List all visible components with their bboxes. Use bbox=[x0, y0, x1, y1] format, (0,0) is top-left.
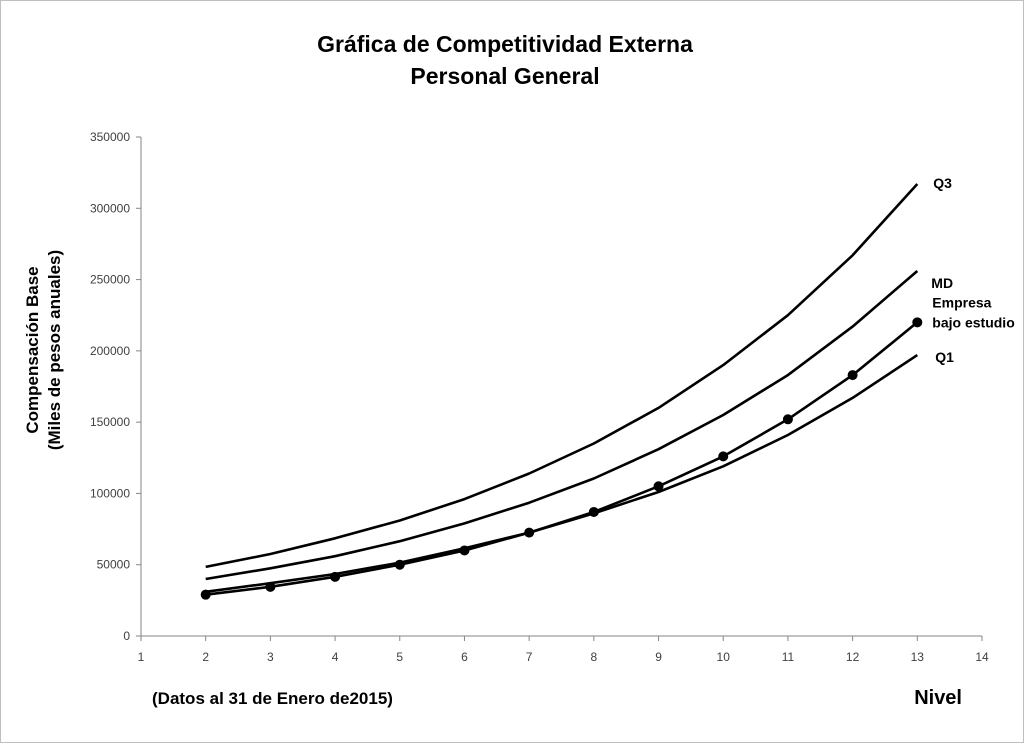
x-tick-label: 5 bbox=[396, 650, 403, 664]
series-label-md: MD bbox=[931, 275, 953, 291]
series-label-empresa-bajo-estudio: bajo estudio bbox=[932, 314, 1014, 330]
x-tick-label: 6 bbox=[461, 650, 468, 664]
series-line-md bbox=[205, 270, 919, 581]
data-point-empresa-bajo-estudio bbox=[718, 451, 729, 462]
y-tick-label: 200000 bbox=[90, 344, 130, 358]
data-point-empresa-bajo-estudio bbox=[782, 414, 793, 425]
data-point-empresa-bajo-estudio bbox=[653, 481, 664, 492]
data-date-note: (Datos al 31 de Enero de2015) bbox=[152, 689, 393, 708]
x-tick-label: 14 bbox=[975, 650, 989, 664]
y-tick-label: 150000 bbox=[90, 415, 130, 429]
y-tick-label: 350000 bbox=[90, 130, 130, 144]
x-tick-label: 7 bbox=[526, 650, 533, 664]
chart-title-line-1: Gráfica de Competitividad Externa bbox=[317, 31, 693, 57]
series-line-q3 bbox=[205, 183, 919, 569]
y-tick-label: 250000 bbox=[90, 273, 130, 287]
x-tick-label: 2 bbox=[202, 650, 209, 664]
x-tick-label: 12 bbox=[846, 650, 860, 664]
x-tick-label: 10 bbox=[717, 650, 731, 664]
x-tick-label: 8 bbox=[591, 650, 598, 664]
x-tick-label: 1 bbox=[138, 650, 145, 664]
axes: 0 50000 100000 150000 200000 250000 300000 3500… bbox=[90, 130, 989, 664]
chart-title-line-2: Personal General bbox=[410, 63, 599, 89]
series-label-q1: Q1 bbox=[935, 349, 954, 365]
x-tick-label: 3 bbox=[267, 650, 274, 664]
y-tick-label: 100000 bbox=[90, 486, 130, 500]
data-point-empresa-bajo-estudio bbox=[912, 317, 923, 328]
x-axis-label: Nivel bbox=[914, 687, 962, 709]
y-tick-label: 0 bbox=[123, 629, 130, 643]
series-labels: Q3 MD Empresa bajo estudio Q1 bbox=[931, 175, 1014, 365]
x-tick-label: 9 bbox=[655, 650, 662, 664]
series-line-q1 bbox=[205, 354, 919, 594]
series-label-empresa-bajo-estudio: Empresa bbox=[932, 294, 991, 310]
y-tick-label: 50000 bbox=[97, 558, 131, 572]
y-axis-label-line-1: Compensación Base bbox=[23, 266, 42, 433]
series-layer bbox=[200, 183, 923, 600]
x-tick-label: 13 bbox=[911, 650, 925, 664]
x-tick-label: 4 bbox=[332, 650, 339, 664]
y-tick-label: 300000 bbox=[90, 201, 130, 215]
x-tick-label: 11 bbox=[782, 650, 795, 664]
y-axis-label-line-2: (Miles de pesos anuales) bbox=[45, 250, 64, 450]
series-label-q3: Q3 bbox=[933, 175, 952, 191]
data-point-empresa-bajo-estudio bbox=[847, 370, 858, 381]
